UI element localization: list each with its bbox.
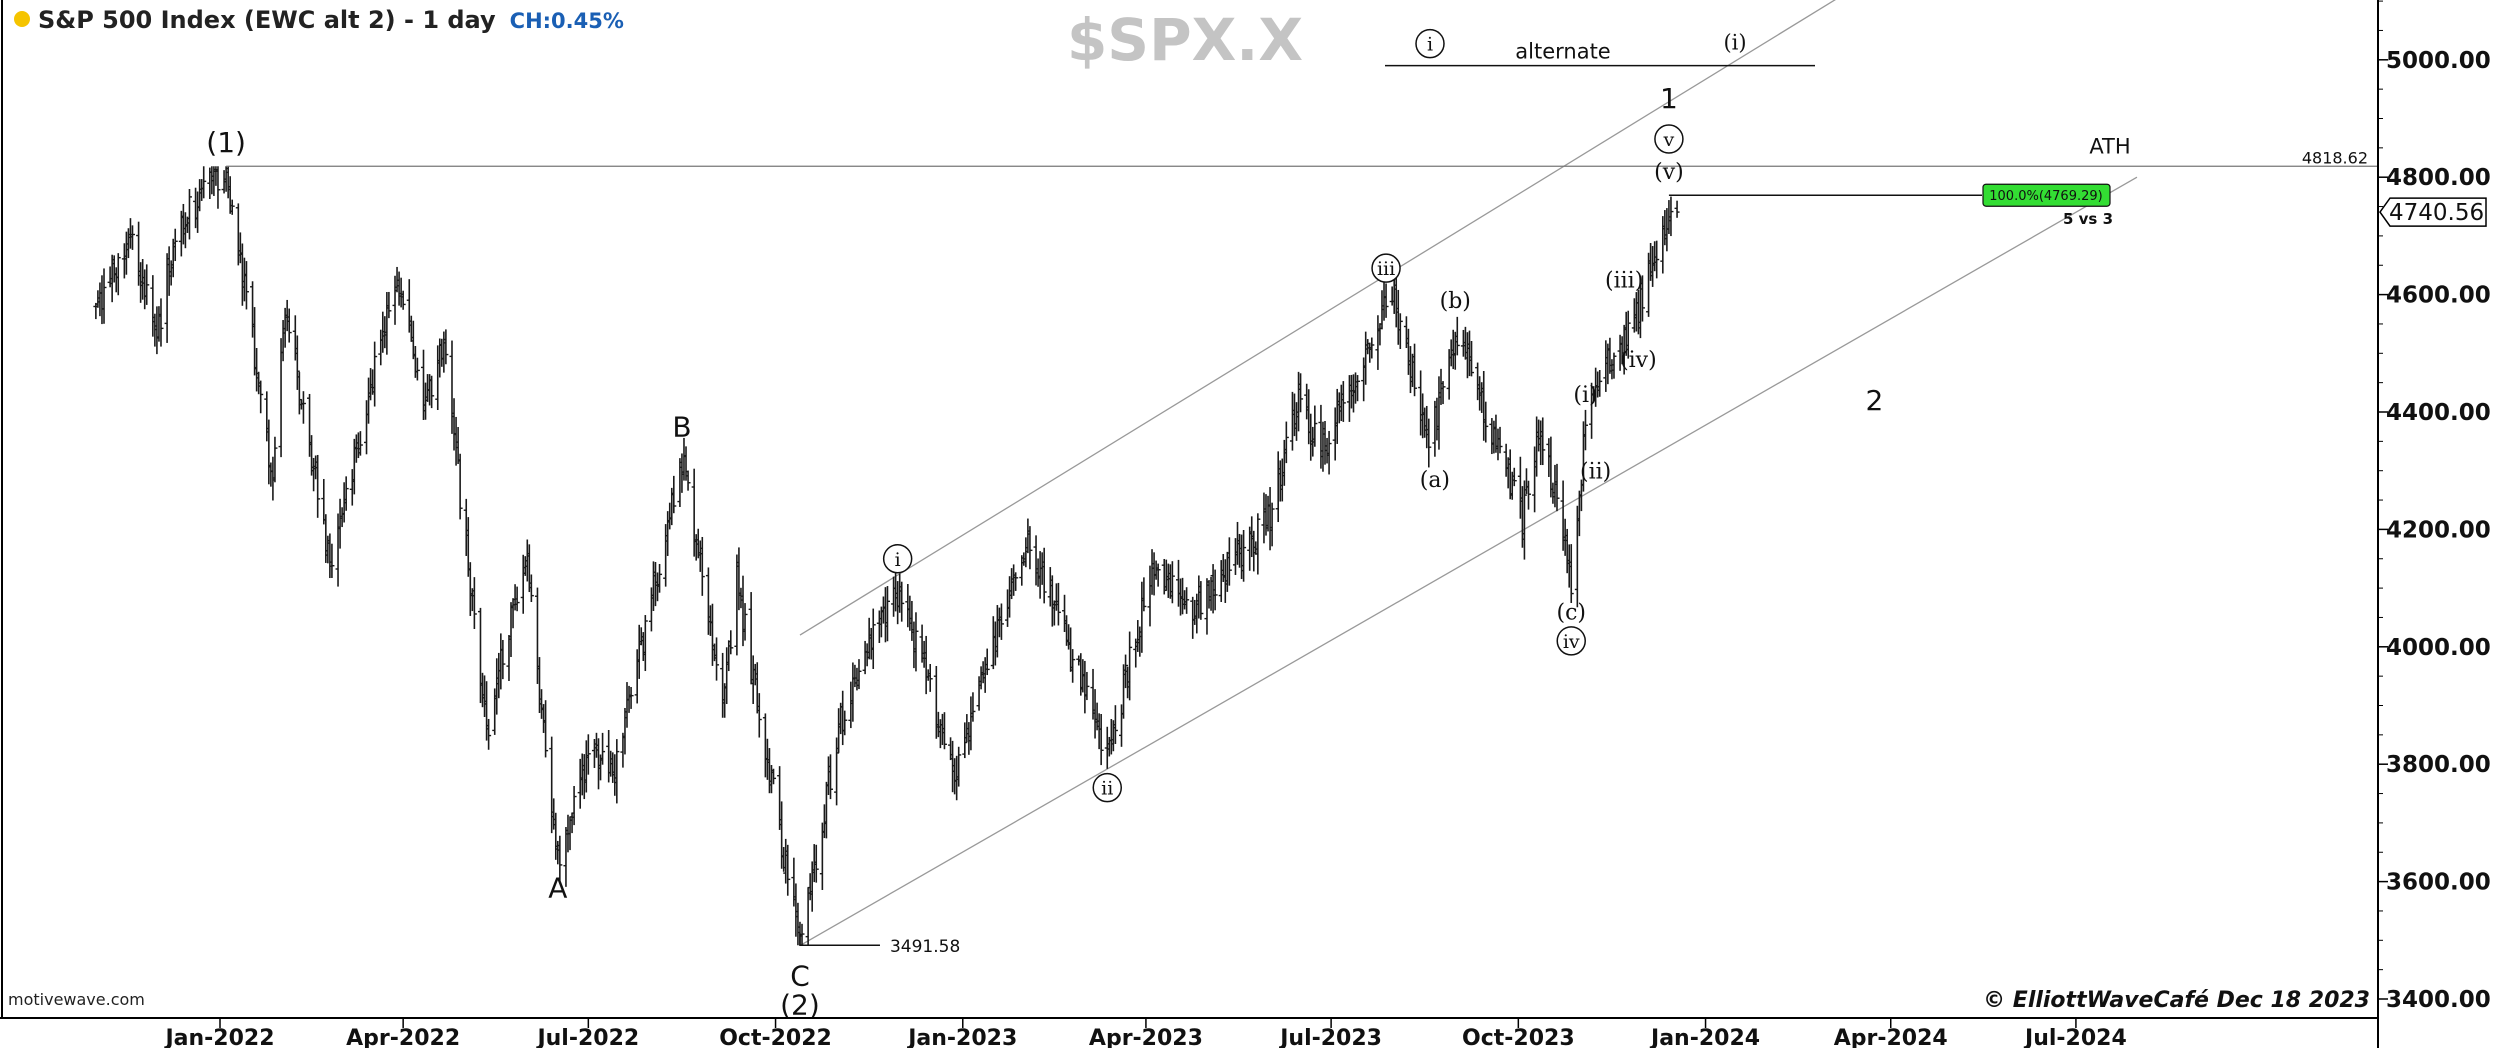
y-tick-label: 3400.00	[2386, 987, 2491, 1013]
x-tick-label: Jan-2022	[163, 1026, 274, 1048]
y-tick-label: 4600.00	[2386, 283, 2491, 309]
alternate-right-label: (i)	[1723, 31, 1746, 55]
wave-label: iii	[1377, 258, 1395, 280]
low-marker-line	[799, 933, 880, 946]
reference-lines: 4818.62 ATH 3491.58 100.0%(4769.29) 5 vs 3 al…	[226, 28, 2378, 957]
y-tick-label: 3600.00	[2386, 870, 2491, 896]
wave-label-circle	[1092, 772, 1123, 803]
x-tick-label: Apr-2022	[346, 1026, 460, 1048]
wave-label-circle	[1371, 253, 1401, 283]
chart-title: S&P 500 Index (EWC alt 2) - 1 day	[38, 6, 496, 34]
y-tick-label: 4200.00	[2386, 517, 2491, 543]
y-tick-label: 5000.00	[2386, 48, 2491, 74]
alternate-left-label: i	[1427, 34, 1433, 56]
chart-header: S&P 500 Index (EWC alt 2) - 1 day CH:0.45…	[14, 6, 624, 34]
symbol-watermark: $SPX.X	[1067, 6, 1303, 74]
wave-label: 1	[1660, 82, 1678, 115]
wave-label: (a)	[1420, 468, 1450, 493]
x-tick-label: Oct-2023	[1462, 1026, 1575, 1048]
channel-upper-line	[799, 0, 1836, 636]
wave-label: iv	[1563, 631, 1580, 653]
status-dot-icon	[14, 11, 30, 27]
alternate-left-circle	[1415, 28, 1445, 59]
wave-label-circle	[1556, 626, 1586, 656]
wave-label: B	[672, 410, 691, 443]
copyright-label: © ElliottWaveCafé Dec 18 2023	[1983, 988, 2370, 1013]
wave-label: (iii)	[1605, 269, 1643, 294]
wave-label: i	[895, 549, 901, 571]
target-box	[1982, 183, 2111, 207]
wave-label: ii	[1101, 778, 1113, 800]
ath-label: ATH	[2089, 134, 2130, 158]
trend-channel	[799, 0, 2138, 947]
wave-label: A	[548, 871, 567, 904]
y-tick-label: 4400.00	[2386, 400, 2491, 426]
wave-label-circle	[1654, 124, 1684, 154]
x-tick-label: Jan-2024	[1649, 1026, 1760, 1048]
x-tick-label: Jul-2022	[535, 1026, 639, 1048]
wave-label: (iv)	[1620, 348, 1657, 373]
ath-value-label: 4818.62	[2302, 148, 2368, 167]
x-tick-label: Jul-2023	[1278, 1026, 1382, 1048]
alternate-label: alternate	[1515, 40, 1610, 64]
x-tick-label: Apr-2024	[1834, 1026, 1948, 1048]
ohlc-bars	[93, 166, 1680, 946]
change-badge: CH:0.45%	[509, 9, 624, 33]
wave-labels: (1)ABC(2)iiiiii(b)(a)(c)iv(i)(ii)(iii)(i…	[206, 82, 1883, 1022]
wave-label: C	[790, 959, 810, 992]
y-tick-label: 4000.00	[2386, 635, 2491, 661]
low-value-label: 3491.58	[890, 937, 960, 957]
wave-label-circle	[882, 544, 913, 574]
y-tick-label: 4800.00	[2386, 165, 2491, 191]
y-tick-label: 3800.00	[2386, 752, 2491, 778]
wave-label: (ii)	[1580, 459, 1611, 484]
wave-label: (2)	[780, 989, 820, 1022]
x-tick-label: Oct-2022	[719, 1026, 832, 1048]
target-label: 100.0%(4769.29)	[1989, 189, 2102, 204]
wave-label: (i)	[1573, 383, 1597, 408]
x-tick-label: Jul-2024	[2023, 1026, 2127, 1048]
wave-label: v	[1663, 129, 1675, 151]
target-note: 5 vs 3	[2063, 210, 2113, 228]
wave-label: (c)	[1556, 600, 1586, 625]
wave-label: (1)	[206, 126, 246, 159]
x-tick-label: Jan-2023	[906, 1026, 1017, 1048]
wave-label: 2	[1866, 384, 1884, 417]
source-label: motivewave.com	[8, 990, 145, 1009]
channel-lower-line	[799, 176, 2138, 947]
x-tick-label: Apr-2023	[1089, 1026, 1203, 1048]
wave-label: (v)	[1654, 160, 1684, 185]
wave-label: (b)	[1440, 289, 1471, 314]
last-price-tag	[2379, 197, 2487, 227]
last-price-label: 4740.56	[2389, 200, 2484, 226]
